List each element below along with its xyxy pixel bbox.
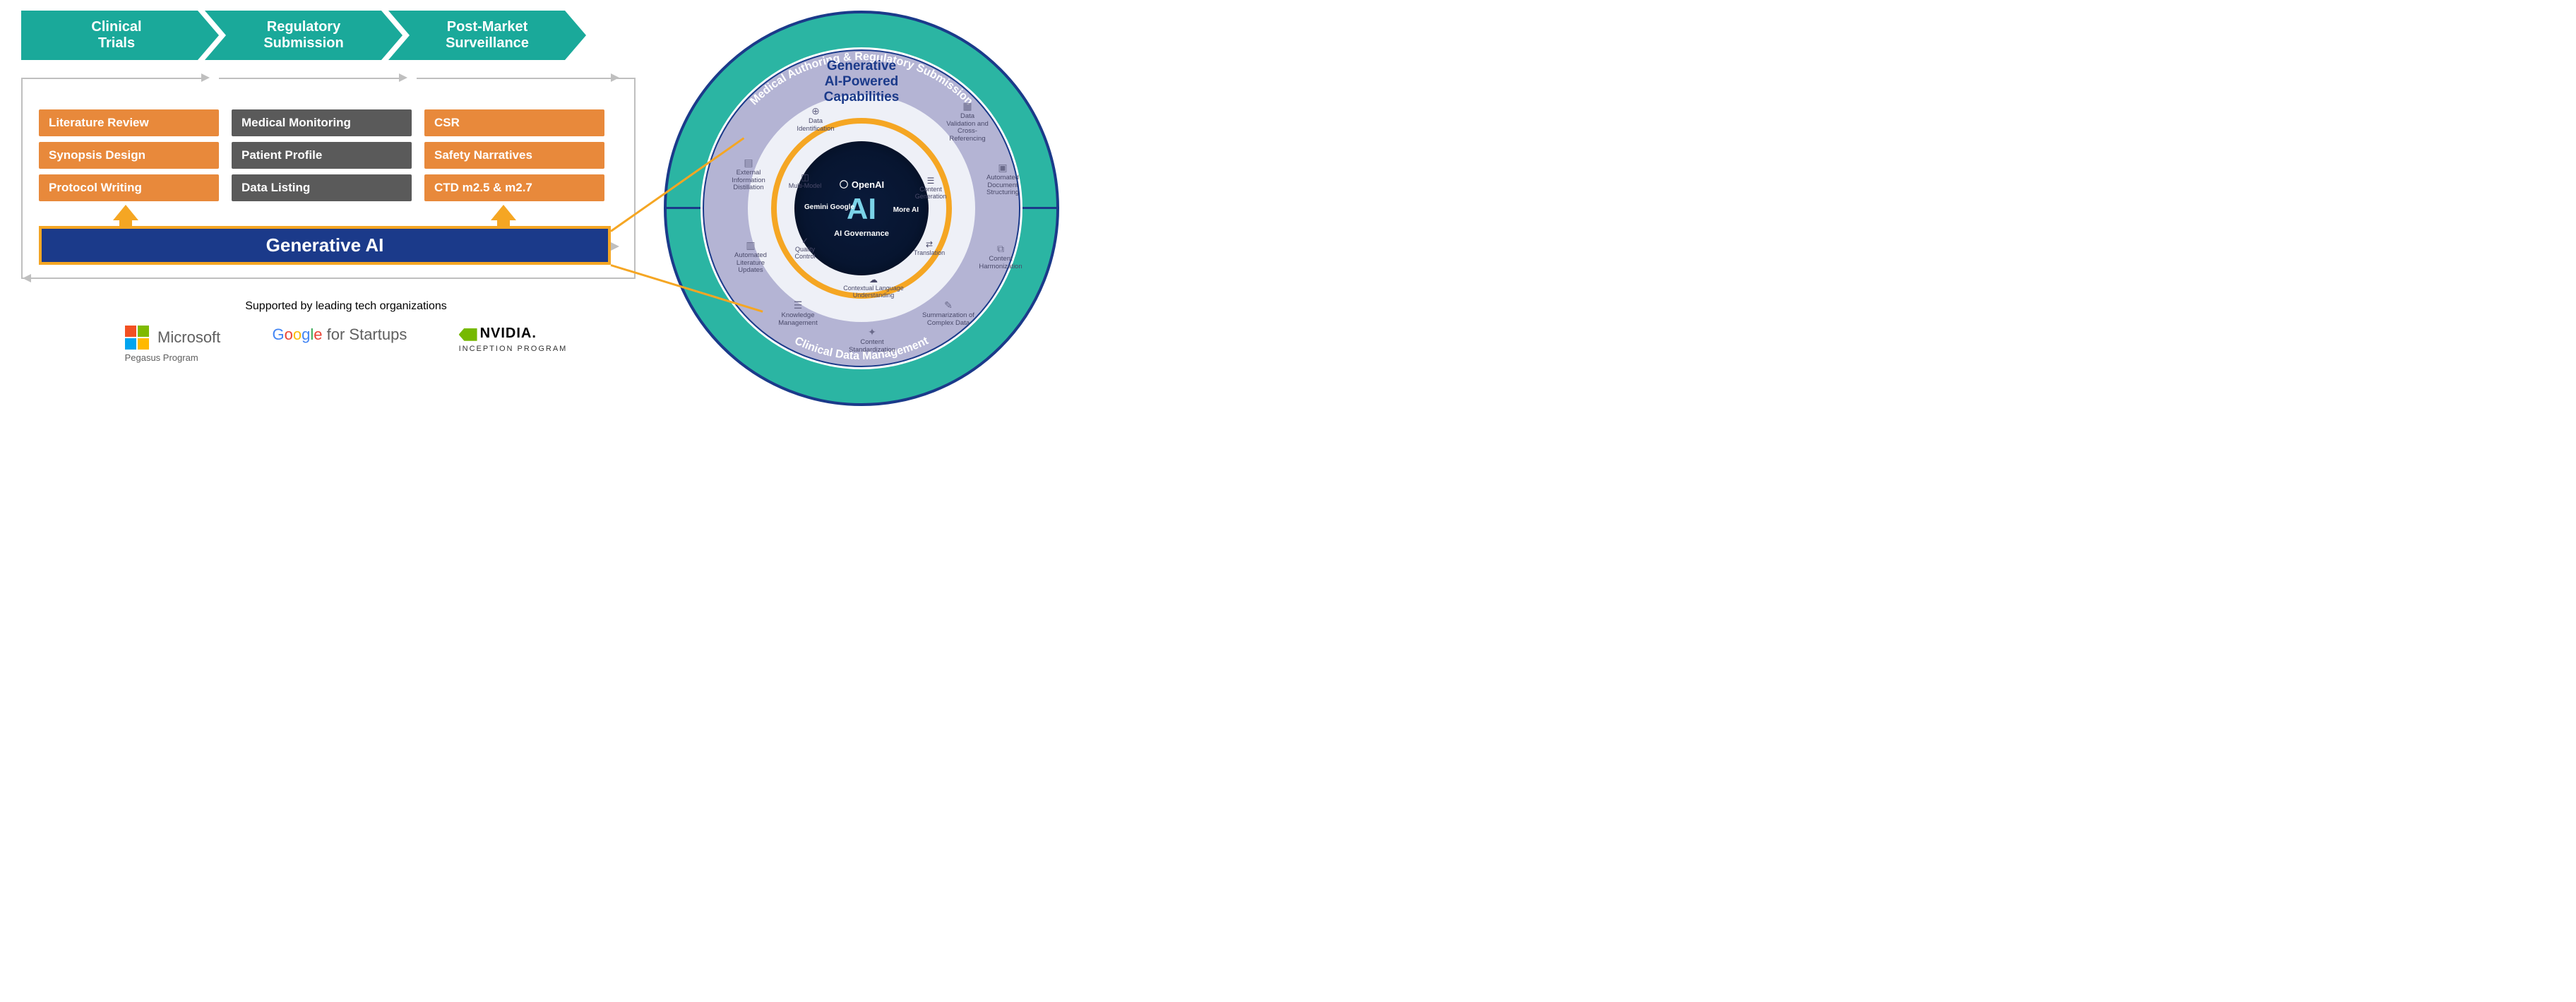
pill: CSR [424,109,604,136]
arrow-head-icon [399,73,407,82]
pill: Synopsis Design [39,142,219,169]
capability-item: ⊕DataIdentification [791,106,840,133]
up-arrow-icon [491,205,516,220]
col-1: Literature Review Synopsis Design Protoc… [39,109,219,201]
capability-item: ▥AutomatedLiteratureUpdates [726,240,775,275]
inner-capability-item: ☰ContentGeneration [911,177,950,201]
capability-item: ✎Summarization ofComplex Data [917,300,980,327]
up-arrow-icon [113,205,138,220]
inner-capability-item: ✓QualityControl [785,237,825,261]
capability-icon: ☰ [773,300,823,311]
arrow-head-icon [611,242,619,251]
pill: Data Listing [232,174,412,201]
capability-item: ▤ExternalInformationDistillation [724,157,773,192]
capability-icon: ▤ [724,157,773,168]
chevron-row: Clinical Trials Regulatory Submission Po… [21,11,650,60]
capability-item: ▣AutomatedDocumentStructuring [978,162,1027,197]
flow-top-seg [219,78,399,79]
nvidia-name: NVIDIA. [480,326,537,341]
inner-capability-item: ☁Contextual LanguageUnderstanding [842,275,905,299]
chevron-clinical-trials: Clinical Trials [21,11,212,60]
arrow-head-icon [201,73,210,82]
capability-icon: ▣ [978,162,1027,173]
nvidia-icon [459,328,477,341]
pill: CTD m2.5 & m2.7 [424,174,604,201]
microsoft-icon [125,326,149,350]
gemini-label: Gemini Google [804,203,854,211]
columns: Literature Review Synopsis Design Protoc… [39,109,604,201]
capability-icon: ⇄ [910,240,949,249]
capability-item: ✦ContentStandardization [844,327,900,354]
capability-icon: ☁ [842,275,905,285]
pill: Protocol Writing [39,174,219,201]
capability-icon: ◫ [785,173,825,182]
circle-diagram: Medical Authoring & Regulatory Submissio… [664,11,1059,406]
supported-title: Supported by leading tech organizations [99,300,593,313]
capability-item: ▦DataValidation andCross-Referencing [943,101,992,143]
pill: Literature Review [39,109,219,136]
more-ai-label: More AI [893,206,919,214]
generative-ai-bar: Generative AI [39,226,611,265]
capability-icon: ✦ [844,327,900,338]
microsoft-name: Microsoft [157,328,220,346]
chevron-regulatory: Regulatory Submission [212,11,395,60]
capability-icon: ⧉ [976,244,1025,254]
pill: Patient Profile [232,142,412,169]
logos-row: Microsoft Pegasus Program Google for Sta… [99,326,593,363]
chevron-post-market: Post-Market Surveillance [395,11,579,60]
microsoft-sub: Pegasus Program [125,352,221,363]
microsoft-logo: Microsoft Pegasus Program [125,326,221,363]
capability-icon: ▦ [943,101,992,112]
col-3: CSR Safety Narratives CTD m2.5 & m2.7 [424,109,604,201]
ring-divider [664,207,700,209]
col-2: Medical Monitoring Patient Profile Data … [232,109,412,201]
inner-capability-item: ◫Multi-Model [785,173,825,190]
arrow-head-icon [611,73,619,82]
pill: Medical Monitoring [232,109,412,136]
nvidia-logo: NVIDIA. INCEPTION PROGRAM [459,326,568,353]
capability-item: ☰KnowledgeManagement [773,300,823,327]
google-logo: Google for Startups [273,326,407,344]
openai-label: OpenAI [839,179,884,190]
capabilities-title: Generative AI-Powered Capabilities [824,59,900,105]
ring-divider [1022,207,1059,209]
flow-top-seg [417,78,636,79]
flow-top-seg [21,78,201,79]
openai-icon [839,179,849,189]
capability-icon: ▥ [726,240,775,251]
pill: Safety Narratives [424,142,604,169]
capability-item: ⧉ContentHarmonization [976,244,1025,270]
inner-capability-item: ⇄Translation [910,240,949,257]
google-text: Google for Startups [273,326,407,343]
capability-icon: ✓ [785,237,825,246]
capability-icon: ✎ [917,300,980,311]
capability-icon: ⊕ [791,106,840,117]
capability-icon: ☰ [911,177,950,186]
supported-section: Supported by leading tech organizations … [99,300,593,363]
left-panel: Clinical Trials Regulatory Submission Po… [21,11,650,60]
arrow-head-icon [23,274,31,282]
nvidia-sub: INCEPTION PROGRAM [459,345,568,353]
ai-governance-label: AI Governance [834,229,889,238]
